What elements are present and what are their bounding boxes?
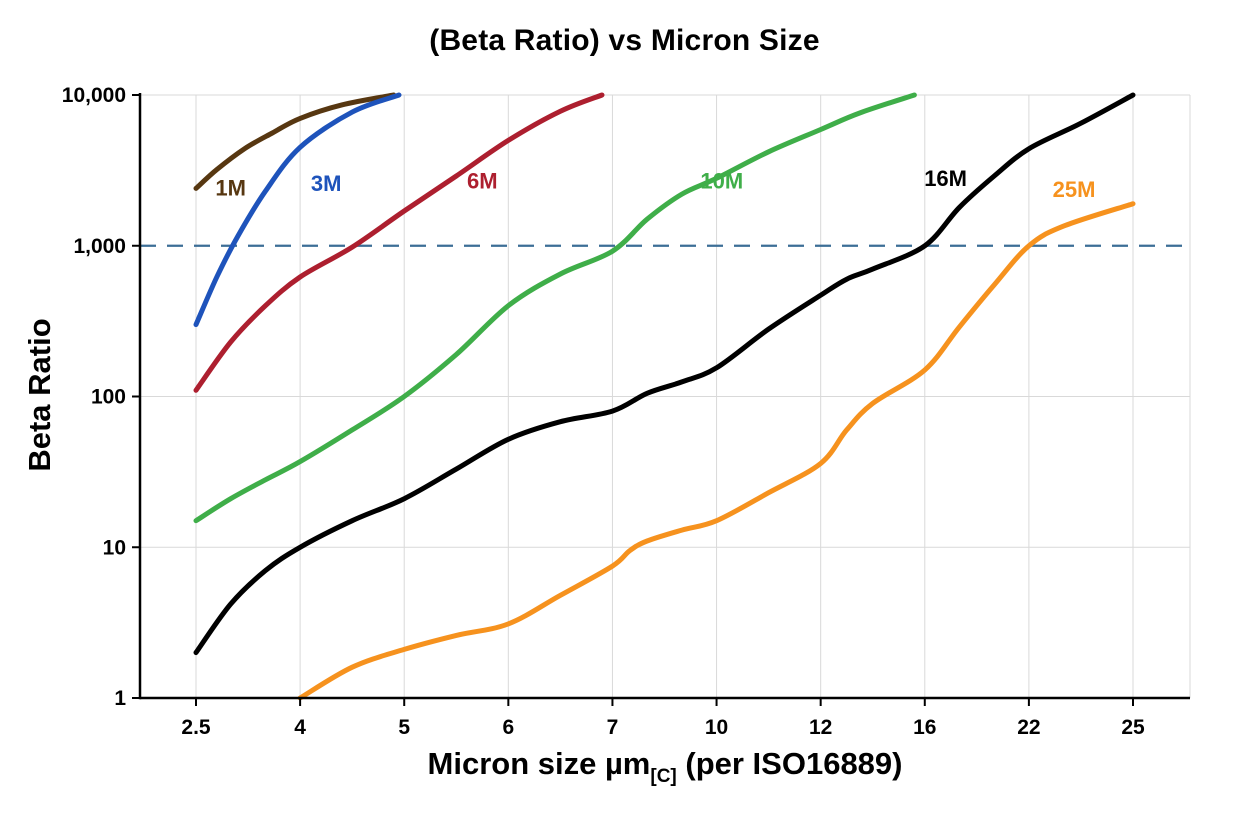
series-label-25M: 25M — [1053, 177, 1096, 202]
series-group — [193, 92, 1136, 700]
x-axis-title-main: Micron size µm — [427, 746, 651, 781]
x-tick-label-16: 16 — [913, 716, 936, 739]
y-tick-label-100: 100 — [91, 386, 126, 409]
series-line-25M — [297, 201, 1136, 700]
x-tick-label-12: 12 — [809, 716, 832, 739]
y-tick-label-1: 1 — [114, 687, 126, 710]
x-tick-label-7: 7 — [607, 716, 619, 739]
y-tick-label-10: 10 — [103, 536, 126, 559]
x-tick-label-2.5: 2.5 — [181, 716, 211, 739]
x-axis-title-suffix: (per ISO16889) — [676, 746, 903, 781]
x-tick-label-25: 25 — [1121, 716, 1145, 739]
series-label-1M: 1M — [215, 176, 246, 201]
x-tick-label-6: 6 — [502, 716, 514, 739]
series-line-16M — [193, 92, 1136, 656]
series-line-10M — [193, 92, 917, 524]
series-label-6M: 6M — [467, 168, 498, 193]
series-line-1M — [193, 92, 397, 191]
y-tick-label-10,000: 10,000 — [62, 84, 126, 107]
series-label-16M: 16M — [924, 166, 967, 191]
x-tick-label-10: 10 — [705, 716, 728, 739]
y-tick-label-1,000: 1,000 — [73, 235, 126, 258]
chart-title: (Beta Ratio) vs Micron Size — [429, 24, 820, 57]
series-line-3M — [193, 92, 402, 328]
x-tick-label-4: 4 — [294, 716, 306, 739]
x-tick-label-5: 5 — [398, 716, 410, 739]
series-line-6M — [193, 92, 605, 393]
series-label-3M: 3M — [311, 171, 342, 196]
x-axis-title-subscript: [C] — [650, 766, 677, 787]
series-label-10M: 10M — [700, 168, 743, 193]
x-axis-title: Micron size µm[C] (per ISO16889) — [140, 746, 1190, 787]
x-tick-label-22: 22 — [1017, 716, 1040, 739]
